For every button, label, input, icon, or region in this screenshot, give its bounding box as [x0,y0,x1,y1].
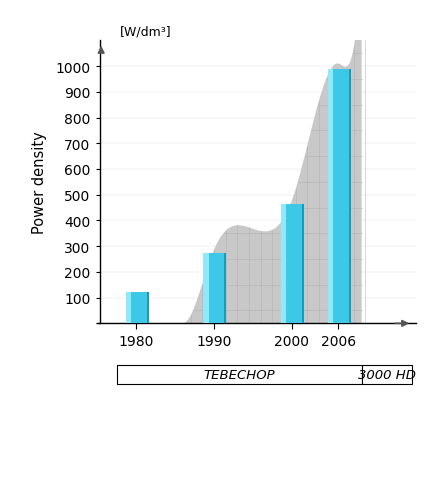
Bar [327,70,348,324]
Bar [283,204,303,324]
Bar [117,365,361,384]
Bar [203,253,224,324]
Bar [280,204,301,324]
Bar [327,70,332,324]
Bar [126,293,130,324]
Y-axis label: Power density: Power density [32,131,47,234]
Text: 3000 HD: 3000 HD [357,368,415,381]
Text: [W/dm³]: [W/dm³] [119,25,171,38]
Bar [280,204,286,324]
Bar [205,253,226,324]
Bar [126,293,146,324]
Bar [127,293,148,324]
Text: TEBECHOP: TEBECHOP [203,368,274,381]
Bar [203,253,208,324]
Bar [361,365,411,384]
Bar [329,70,350,324]
Polygon shape [182,0,361,324]
